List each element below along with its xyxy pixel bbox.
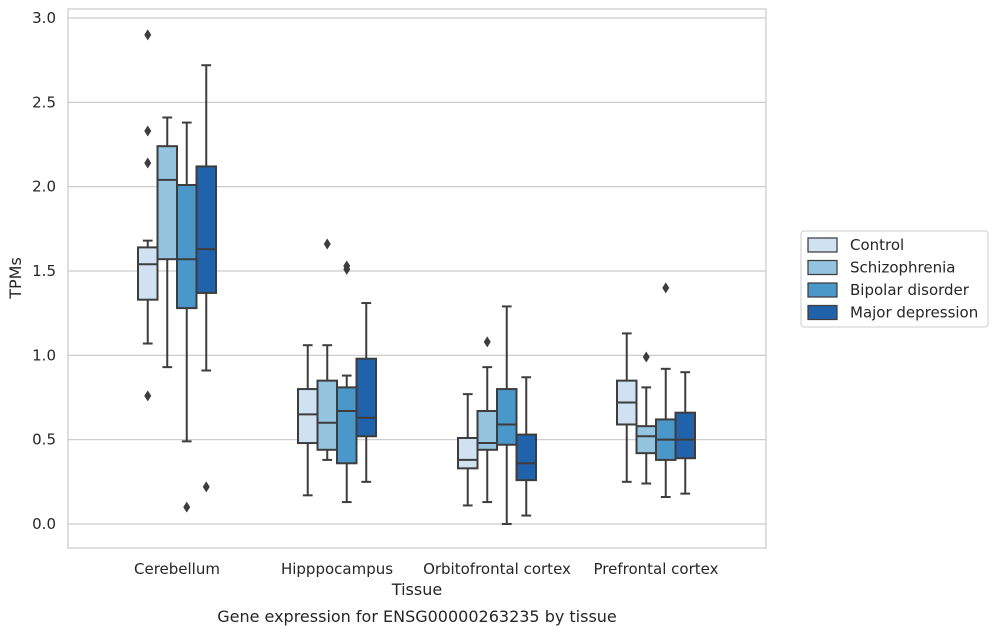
- x-tick-label: Hipppocampus: [281, 560, 393, 578]
- box-major-depression: [355, 302, 377, 483]
- box-body: [635, 425, 657, 455]
- box-control: [457, 393, 479, 507]
- legend-label: Schizophrenia: [850, 259, 955, 277]
- x-tick-label: Prefrontal cortex: [594, 560, 719, 578]
- outlier-point: [183, 501, 191, 513]
- outlier-point: [144, 29, 152, 41]
- box-body: [176, 183, 198, 310]
- legend-swatch: [807, 237, 838, 253]
- box-schizophrenia: [316, 238, 338, 461]
- y-tick-label: 3.0: [32, 9, 56, 27]
- box-body: [195, 165, 217, 294]
- box-schizophrenia: [156, 116, 178, 369]
- y-tick-label: 0.5: [32, 431, 56, 449]
- outlier-point: [343, 263, 351, 275]
- box-bipolar-disorder: [496, 305, 518, 525]
- outlier-point: [483, 336, 491, 348]
- box-body: [674, 411, 696, 460]
- box-control: [137, 29, 159, 402]
- legend: Control Schizophrenia Bipolar disorder Majo…: [800, 230, 989, 328]
- x-tick-label: Orbitofrontal cortex: [423, 560, 571, 578]
- legend-label: Major depression: [850, 304, 978, 322]
- legend-swatch: [807, 304, 838, 321]
- x-tick-labels: Cerebellum Hipppocampus Orbitofrontal cort…: [134, 560, 719, 578]
- box-major-depression: [195, 64, 217, 493]
- outlier-point: [642, 351, 650, 363]
- outlier-point: [323, 238, 331, 250]
- boxes: [137, 29, 696, 525]
- y-tick-label: 2.0: [32, 178, 56, 196]
- box-body: [355, 357, 377, 438]
- y-tick-label: 1.5: [32, 262, 56, 280]
- legend-swatch: [807, 259, 838, 276]
- legend-label: Bipolar disorder: [850, 281, 970, 299]
- y-tick-label: 0.0: [32, 515, 56, 533]
- x-axis-label: Tissue: [391, 580, 442, 599]
- box-body: [316, 379, 338, 451]
- y-axis-label: TPMs: [6, 257, 25, 300]
- box-body: [336, 386, 358, 465]
- box-body: [156, 145, 178, 261]
- box-schizophrenia: [635, 351, 657, 485]
- box-control: [297, 344, 319, 497]
- box-major-depression: [674, 371, 696, 495]
- box-major-depression: [515, 376, 537, 517]
- outlier-point: [662, 282, 670, 294]
- legend-swatch: [807, 282, 838, 298]
- figure-caption: Gene expression for ENSG00000263235 by t…: [217, 607, 617, 626]
- box-bipolar-disorder: [176, 121, 198, 513]
- box-body: [515, 433, 537, 482]
- y-tick-label: 2.5: [32, 93, 56, 111]
- plot-frame: [67, 8, 767, 549]
- y-tick-label: 1.0: [32, 346, 56, 364]
- legend-frame: [800, 230, 989, 328]
- y-tick-labels: 0.0 0.5 1.0 1.5 2.0 2.5 3.0: [32, 9, 56, 533]
- box-bipolar-disorder: [336, 260, 358, 504]
- legend-label: Control: [850, 236, 904, 254]
- box-body: [137, 246, 159, 301]
- box-body: [297, 388, 319, 445]
- box-schizophrenia: [476, 336, 498, 504]
- outlier-point: [144, 157, 152, 169]
- box-control: [616, 332, 638, 483]
- box-body: [496, 388, 518, 446]
- outlier-point: [144, 125, 152, 137]
- outlier-point: [202, 481, 210, 493]
- outlier-point: [144, 390, 152, 402]
- x-tick-label: Cerebellum: [134, 560, 220, 578]
- box-bipolar-disorder: [655, 282, 677, 499]
- box-body: [457, 436, 479, 470]
